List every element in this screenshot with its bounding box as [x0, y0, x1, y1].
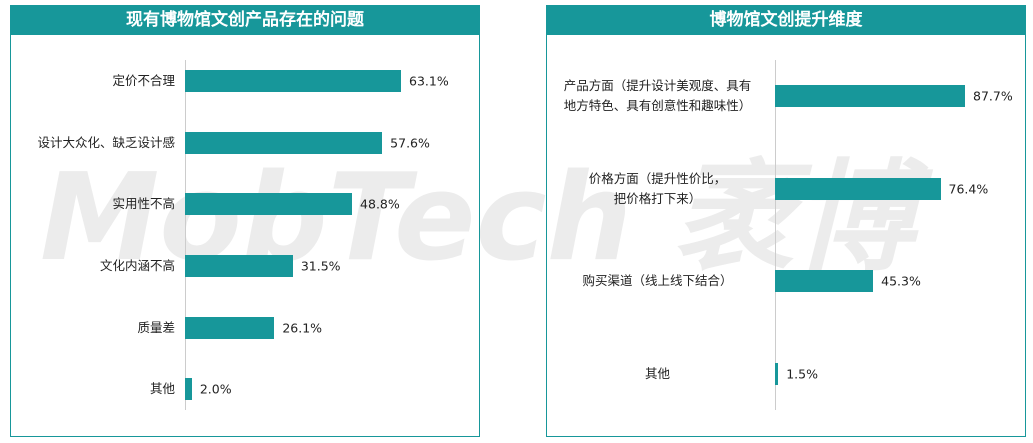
category-label: 其他 — [644, 365, 670, 381]
category-label: 定价不合理 — [112, 72, 175, 88]
bar — [185, 316, 275, 339]
value-label: 1.5% — [786, 366, 818, 382]
value-label: 76.4% — [948, 181, 989, 197]
axis-line — [185, 60, 186, 410]
category-label: 购买渠道（线上线下结合） — [582, 273, 733, 289]
chart-title: 博物馆文创提升维度 — [546, 5, 1026, 35]
chart-title: 现有博物馆文创产品存在的问题 — [10, 5, 480, 35]
value-label: 2.0% — [199, 381, 232, 397]
category-label: 质量差 — [137, 319, 175, 335]
category-label: 实用性不高 — [112, 196, 175, 212]
bar — [185, 69, 401, 92]
value-label: 57.6% — [390, 135, 430, 150]
category-label: 其他 — [149, 381, 175, 397]
value-label: 63.1% — [409, 73, 449, 89]
category-label: 文化内涵不高 — [99, 257, 175, 273]
value-label: 87.7% — [973, 88, 1013, 104]
value-label: 45.3% — [881, 273, 921, 289]
bar — [185, 254, 293, 277]
bar — [185, 131, 383, 154]
category-label: 设计大众化、缺乏设计感 — [37, 134, 175, 150]
bar — [775, 85, 965, 108]
bar — [775, 177, 941, 200]
bar — [185, 193, 353, 216]
category-label: 价格方面（提升性价比， 把价格打下来） — [588, 170, 727, 206]
bar — [185, 378, 192, 401]
bar — [775, 270, 874, 293]
bar — [775, 362, 779, 385]
category-label: 产品方面（提升设计美观度、具有 地方特色、具有创意性和趣味性） — [563, 78, 752, 114]
axis-line — [775, 60, 776, 410]
value-label: 31.5% — [300, 258, 341, 274]
value-label: 48.8% — [360, 196, 400, 212]
value-label: 26.1% — [282, 320, 323, 335]
